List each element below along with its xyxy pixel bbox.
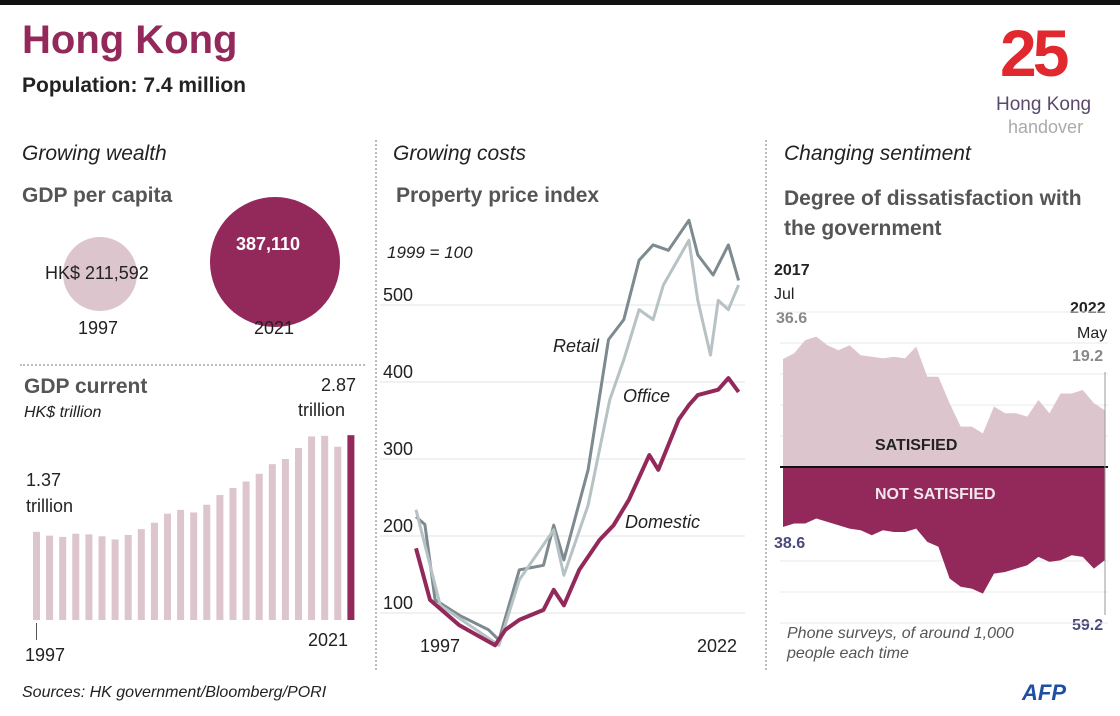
gdp-bar-2004 [124,534,132,620]
page-title: Hong Kong [22,18,238,62]
property-ytick: 300 [383,439,414,459]
gdp-bar-2006 [150,522,158,620]
gdp-last-value: 2.87 [321,375,357,395]
section-growing-costs: Growing costs [393,142,527,165]
gdp-1997-year: 1997 [78,318,119,338]
gdp-xtick-last: 2021 [308,630,349,650]
gdp-first-unit: trillion [26,496,74,516]
property-ytick: 200 [383,516,414,536]
satisfied-label: SATISFIED [875,437,958,454]
not-satisfied-area [783,467,1105,594]
series-label-retail: Retail [553,336,600,356]
gdp-2021-year: 2021 [254,318,295,338]
property-ytick: 500 [383,285,414,305]
gdp-bar-2019 [321,435,329,620]
property-ytick: 400 [383,362,414,382]
section-changing-sentiment: Changing sentiment [784,142,971,165]
series-label-domestic: Domestic [625,512,701,532]
gdp-bar-1998 [46,535,54,620]
page-subtitle: Population: 7.4 million [22,74,247,97]
gdp-bar-2001 [85,534,93,620]
sentiment-start-month: Jul [774,286,795,303]
gdp-bar-2002 [98,536,106,620]
gdp-bar-2007 [164,513,171,620]
gdp-bar-2021 [347,435,355,620]
logo-line2: handover [1008,117,1084,137]
survey-note: Phone surveys, of around 1,000 people ea… [787,625,1014,662]
gdp-1997-value: HK$ 211,592 [45,263,149,283]
gdp-bar-2018 [308,436,316,620]
section-growing-wealth: Growing wealth [22,142,167,165]
property-line-domestic [414,376,741,648]
column-divider [375,140,377,670]
sources: Sources: HK government/Bloomberg/PORI [22,684,327,701]
gdp-bar-2009 [190,512,198,620]
gdp-bar-2012 [229,487,237,620]
sentiment-heading: Degree of dissatisfaction with the gover… [784,187,1082,240]
gdp-bar-2015 [268,464,276,620]
gdp-bar-2003 [111,539,119,620]
dissatisfied-first-value: 38.6 [774,535,806,552]
afp-logo: AFP [1022,680,1066,705]
sentiment-start-year: 2017 [774,262,810,279]
property-line-office [414,238,740,647]
gdp-current-heading: GDP current [24,375,148,398]
section-divider [20,364,365,366]
sentiment-end-month: May [1077,325,1108,342]
property-ytick: 100 [383,593,414,613]
gdp-xtick-first: 1997 [25,645,66,665]
dissatisfied-last-value: 59.2 [1072,617,1104,634]
sentiment-end-year: 2022 [1070,300,1106,317]
property-xtick-first: 1997 [420,636,461,656]
gdp-bar-2014 [255,473,263,620]
gdp-2021-circle [210,197,340,327]
gdp-bar-2016 [281,459,289,620]
gdp-per-capita-heading: GDP per capita [22,184,173,207]
gdp-bar-2011 [216,495,224,620]
gdp-bar-2000 [72,533,80,620]
gdp-2021-value: 387,110 [236,234,301,254]
satisfied-first-value: 36.6 [776,310,808,327]
gdp-first-value: 1.37 [26,470,62,490]
property-line-retail [415,218,741,642]
gdp-1997-circle [63,237,137,311]
property-base-note: 1999 = 100 [387,243,473,262]
gdp-bar-1997 [33,531,40,620]
property-index-heading: Property price index [396,184,600,207]
top-bar [0,0,1120,5]
gdp-bar-2010 [203,504,211,620]
logo-line1: Hong Kong [996,94,1092,115]
gdp-last-unit: trillion [298,400,346,420]
gdp-bar-2013 [242,481,250,620]
gdp-bar-2008 [177,509,185,620]
logo-number: 25 [1000,16,1069,90]
column-divider [765,140,767,670]
series-label-office: Office [623,386,671,406]
not-satisfied-label: NOT SATISFIED [875,486,996,503]
gdp-bar-2017 [295,448,302,620]
satisfied-last-value: 19.2 [1072,348,1104,365]
gdp-bar-2020 [334,446,342,620]
gdp-bar-1999 [59,536,67,620]
gdp-bar-2005 [137,529,145,620]
satisfied-area [783,336,1105,467]
gdp-current-unit: HK$ trillion [24,404,102,421]
property-xtick-last: 2022 [697,636,738,656]
